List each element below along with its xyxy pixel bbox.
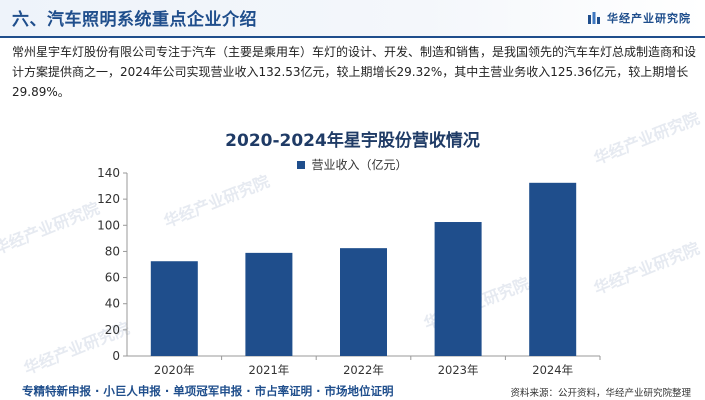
bar-2023年 — [434, 222, 482, 356]
brand-logo-icon — [588, 12, 600, 24]
intro-paragraph: 常州星宇车灯股份有限公司专注于汽车（主要是乘用车）车灯的设计、开发、制造和销售，… — [12, 45, 697, 99]
y-tick-label: 140 — [97, 166, 120, 180]
page-title: 六、汽车照明系统重点企业介绍 — [12, 10, 257, 30]
footer-services: 专精特新申报 · 小巨人申报 · 单项冠军申报 · 市占率证明 · 市场地位证明 — [22, 384, 394, 398]
y-tick-label: 60 — [105, 271, 120, 285]
y-tick-label: 100 — [97, 218, 120, 232]
legend-swatch — [297, 160, 306, 169]
x-tick-label: 2024年 — [532, 363, 573, 377]
y-tick-label: 80 — [105, 244, 120, 258]
x-tick-label: 2021年 — [249, 363, 290, 377]
brand: 华经产业研究院 — [587, 10, 691, 26]
bar-2024年 — [529, 182, 577, 356]
footer-source: 资料来源：公开资料，华经产业研究院整理 — [510, 388, 691, 399]
bar-2022年 — [340, 248, 387, 356]
page-header: 六、汽车照明系统重点企业介绍 华经产业研究院 — [0, 0, 705, 38]
x-tick-label: 2022年 — [343, 363, 384, 377]
y-tick-label: 40 — [105, 297, 120, 311]
brand-name: 华经产业研究院 — [607, 12, 691, 25]
y-tick-label: 20 — [105, 323, 120, 337]
y-tick-label: 0 — [112, 349, 120, 363]
chart-legend: 营业收入（亿元） — [0, 156, 705, 173]
chart-title: 2020-2024年星宇股份营收情况 — [225, 131, 480, 151]
bar-2021年 — [245, 252, 293, 356]
x-tick-label: 2020年 — [154, 363, 195, 377]
legend-label: 营业收入（亿元） — [311, 158, 408, 172]
y-tick-label: 120 — [97, 192, 120, 206]
x-tick-label: 2023年 — [438, 363, 479, 377]
bar-2020年 — [150, 261, 198, 356]
